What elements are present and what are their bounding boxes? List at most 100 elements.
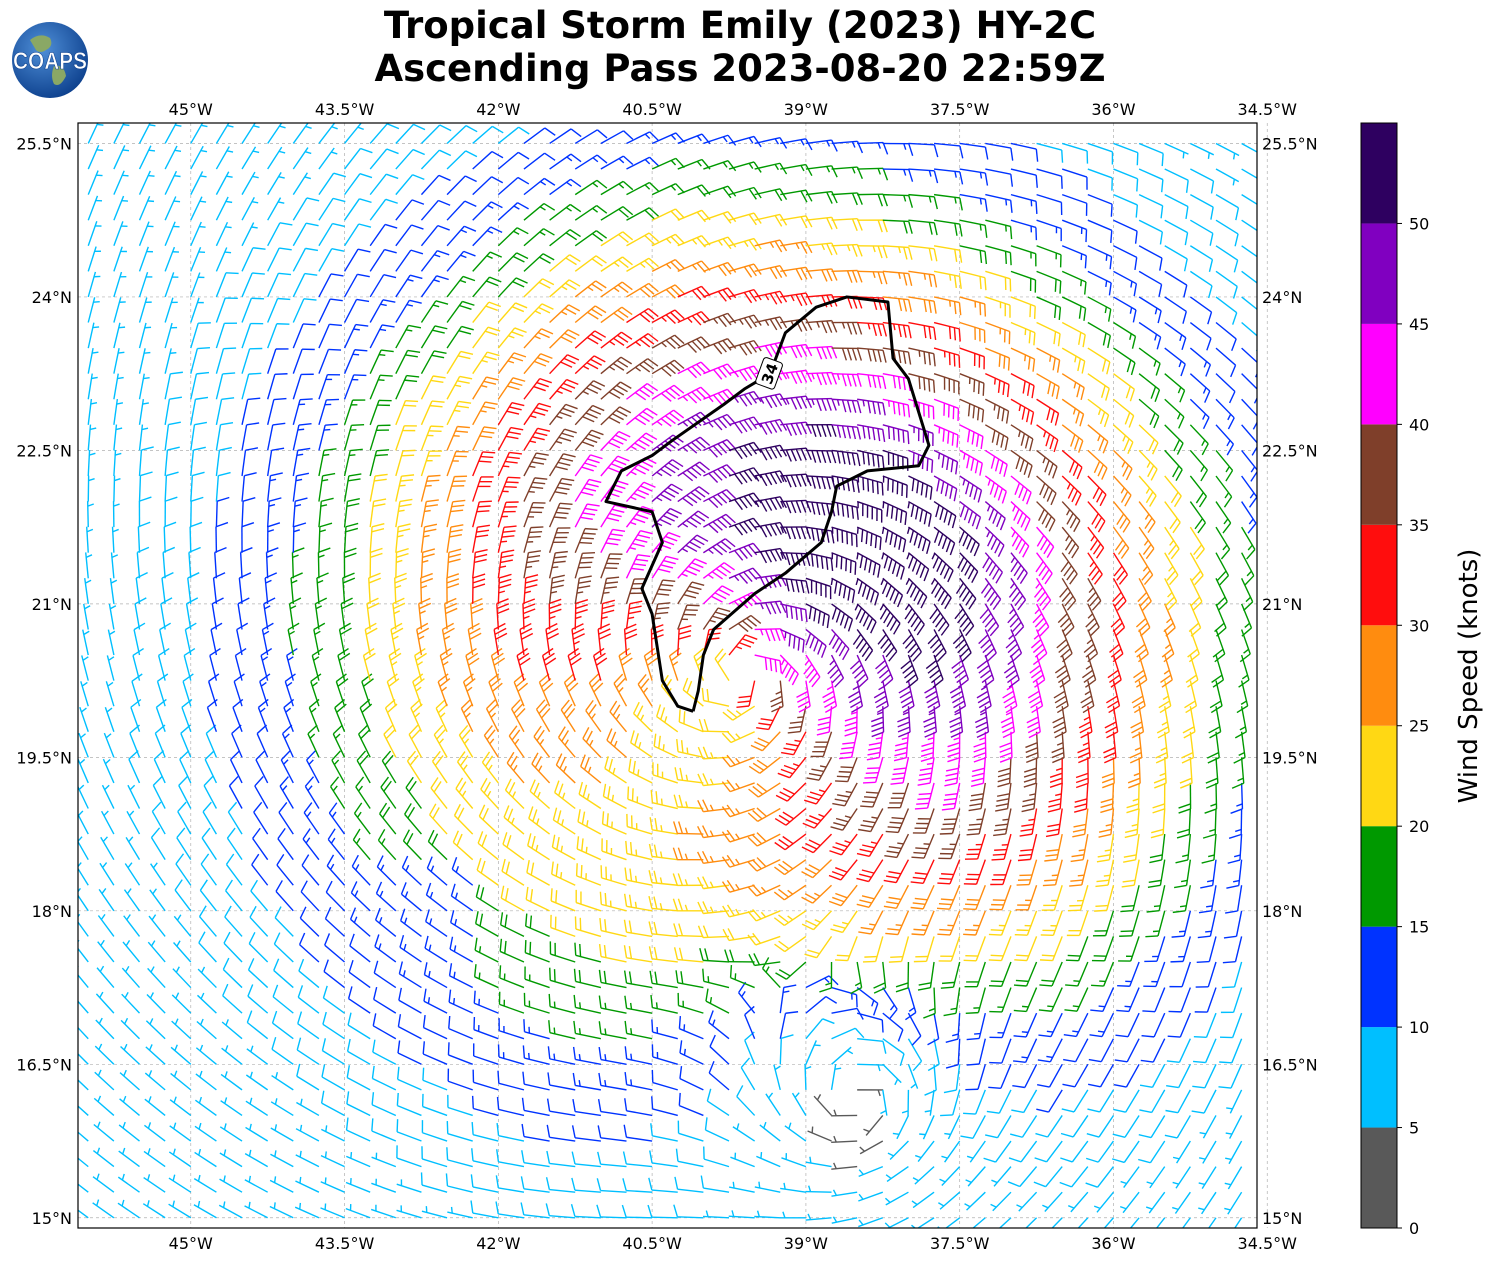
wind-barb xyxy=(805,424,837,438)
wind-barb xyxy=(697,901,730,915)
wind-barb xyxy=(164,297,178,323)
wind-barb xyxy=(178,775,192,809)
wind-barb xyxy=(1107,654,1122,688)
wind-barb xyxy=(1094,885,1115,912)
wind-barb xyxy=(729,1181,755,1193)
wind-barb xyxy=(422,1014,448,1040)
wind-barb xyxy=(828,859,858,881)
wind-barb xyxy=(937,859,961,885)
wind-barb xyxy=(228,775,243,809)
wind-barb xyxy=(1059,1166,1089,1188)
wind-barb xyxy=(938,833,961,860)
wind-barb xyxy=(854,603,877,634)
wind-barb xyxy=(703,538,736,556)
wind-barb xyxy=(959,142,989,160)
wind-barb xyxy=(472,376,499,400)
wind-barb xyxy=(1049,757,1063,788)
wind-barb xyxy=(118,1121,140,1142)
wind-barb xyxy=(190,297,204,323)
wind-barb xyxy=(1030,629,1048,663)
wind-barb xyxy=(447,1094,473,1117)
wind-barb xyxy=(123,888,141,912)
wind-barb xyxy=(805,577,832,600)
wind-barb xyxy=(805,139,838,152)
wind-barb xyxy=(963,1217,986,1228)
wind-barb xyxy=(651,1096,678,1117)
wind-barb xyxy=(626,307,659,324)
wind-barb xyxy=(703,287,737,302)
wind-barb xyxy=(381,750,397,784)
wind-barb xyxy=(1219,1038,1243,1064)
wind-barb xyxy=(588,673,604,707)
wind-barb xyxy=(143,1174,166,1193)
wind-barb xyxy=(497,549,515,579)
wind-barb xyxy=(1221,961,1243,989)
wind-barb xyxy=(164,322,178,349)
wind-barb xyxy=(831,500,859,520)
wind-barb xyxy=(882,168,914,182)
wind-barb xyxy=(164,421,181,451)
wind-barb xyxy=(313,622,326,656)
wind-barb xyxy=(549,304,581,324)
wind-barb xyxy=(287,622,300,656)
wind-barb xyxy=(215,397,235,425)
wind-barb xyxy=(270,1098,294,1117)
wind-barb xyxy=(523,152,556,170)
wind-barb xyxy=(582,727,602,758)
wind-barb xyxy=(102,758,115,784)
wind-barb xyxy=(292,497,308,528)
wind-barb xyxy=(963,859,986,885)
wind-barb xyxy=(943,1064,961,1094)
wind-barb xyxy=(348,959,371,989)
wind-barb xyxy=(574,478,602,502)
wind-barb xyxy=(908,193,939,210)
wind-barb xyxy=(1044,833,1063,862)
wind-barb xyxy=(429,803,448,835)
wind-barb xyxy=(87,322,100,349)
wind-barb xyxy=(1167,1012,1192,1038)
wind-barb xyxy=(699,947,730,963)
wind-barb xyxy=(510,699,526,733)
wind-barb xyxy=(160,597,173,630)
wind-barb xyxy=(1147,859,1166,888)
wind-barb xyxy=(143,1122,166,1142)
wind-barb xyxy=(1138,219,1163,245)
wind-barb xyxy=(480,777,499,809)
wind-barb xyxy=(1164,245,1188,272)
wind-barb xyxy=(577,809,602,835)
wind-barb xyxy=(736,680,756,709)
wind-barb xyxy=(1113,1089,1140,1113)
wind-barb xyxy=(1222,936,1243,964)
wind-barb xyxy=(1087,526,1105,559)
wind-barb xyxy=(472,476,494,502)
wind-barb xyxy=(292,472,310,502)
wind-barb xyxy=(625,840,653,861)
wind-barb xyxy=(105,681,115,707)
wind-barb xyxy=(1115,1012,1140,1038)
wind-barb xyxy=(497,327,527,349)
wind-barb xyxy=(1153,757,1167,789)
wind-barb xyxy=(259,673,271,707)
wind-barb xyxy=(703,338,737,355)
wind-barb xyxy=(546,1098,576,1117)
wind-barb xyxy=(527,833,550,861)
wind-barb xyxy=(513,673,529,707)
wind-barb xyxy=(609,700,628,733)
wind-barb xyxy=(1196,936,1217,964)
wind-barb xyxy=(1187,629,1200,663)
wind-barb xyxy=(651,157,685,170)
wind-barb xyxy=(744,1005,756,1039)
wind-barb xyxy=(522,598,536,630)
wind-barb xyxy=(648,895,678,912)
wind-barb xyxy=(497,252,529,272)
wind-barb xyxy=(703,513,736,534)
wind-barb xyxy=(651,555,679,579)
wind-barb xyxy=(728,614,762,633)
wind-barb xyxy=(87,398,98,425)
wind-barb xyxy=(1051,1217,1063,1228)
wind-barb xyxy=(1215,219,1239,247)
wind-barb xyxy=(830,910,858,934)
wind-barb xyxy=(600,356,633,375)
wind-barb xyxy=(677,386,711,404)
wind-barb xyxy=(458,724,474,758)
